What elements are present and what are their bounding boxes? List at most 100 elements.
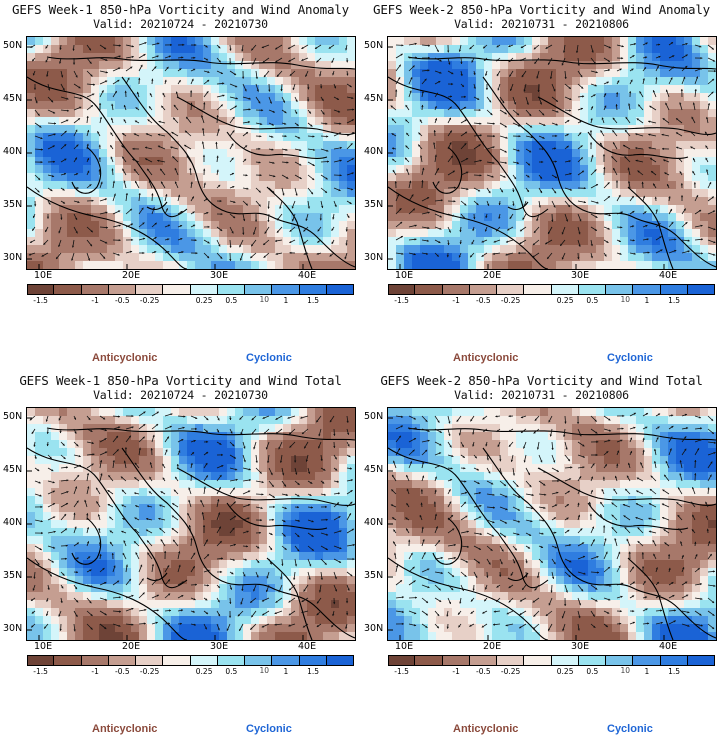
cyclonic-label: Cyclonic [246,723,292,735]
colorbar-tick-label: -0.5 [476,667,491,676]
cyclonic-label: Cyclonic [246,352,292,364]
colorbar-tick-label: -1 [452,296,460,305]
colorbar-scale-note: 10 [620,295,631,304]
panel-week1-total: GEFS Week-1 850-hPa Vorticity and Wind T… [0,371,361,742]
vorticity-map [26,407,356,641]
panel-title: GEFS Week-1 850-hPa Vorticity and Wind T… [19,373,342,388]
colorbar [388,655,715,666]
colorbar-swatch [108,284,136,295]
colorbar-swatch [442,284,470,295]
colorbar-swatch [136,655,164,666]
colorbar-swatch [217,655,245,666]
colorbar-swatch [660,655,688,666]
panel-week2-total: GEFS Week-2 850-hPa Vorticity and Wind T… [361,371,722,742]
colorbar-tick-label: -0.25 [500,296,521,305]
longitude-label: 30E [210,641,229,652]
anticyclonic-label: Anticyclonic [92,352,158,364]
colorbar-frame [27,284,354,295]
latitude-label: 40N [364,146,384,157]
colorbar-swatch [660,284,688,295]
latitude-label: 50N [3,40,23,51]
colorbar-swatch [524,655,552,666]
colorbar-scale-note: 10 [259,666,270,675]
colorbar-scale-note: 10 [259,295,270,304]
colorbar-swatch [81,655,109,666]
colorbar-tick-label: -1 [452,667,460,676]
colorbar-tick-label: 1.5 [307,296,320,305]
vorticity-map [387,407,717,641]
colorbar-swatch [578,655,606,666]
longitude-label: 40E [659,641,678,652]
colorbar-swatch [606,655,634,666]
colorbar-tick-label: 1.5 [307,667,320,676]
colorbar-swatch [190,284,218,295]
colorbar-tick-label: 1.5 [668,667,681,676]
colorbar-tick-label: 1 [644,296,650,305]
colorbar-tick-label: -1.5 [394,296,409,305]
longitude-label: 40E [298,270,317,281]
map-graphic [27,37,355,269]
colorbar-swatch [442,655,470,666]
anticyclonic-label: Anticyclonic [453,723,519,735]
colorbar-tick-label: 0.25 [195,296,213,305]
colorbar-swatch [497,655,525,666]
colorbar-scale-note: 10 [620,666,631,675]
longitude-label: 30E [210,270,229,281]
latitude-label: 35N [364,570,384,581]
colorbar [388,284,715,295]
colorbar-tick-label: -1.5 [33,296,48,305]
colorbar-swatch [272,655,300,666]
colorbar-tick-label: -1 [91,296,99,305]
longitude-label: 40E [659,270,678,281]
map-graphic [388,408,716,640]
anticyclonic-label: Anticyclonic [92,723,158,735]
map-graphic [388,37,716,269]
colorbar-tick-label: 1 [283,296,289,305]
colorbar-swatch [524,284,552,295]
colorbar-swatch [606,284,634,295]
colorbar-swatch [299,655,327,666]
colorbar-swatch [469,284,497,295]
colorbar-swatch [27,284,55,295]
colorbar-swatch [415,284,443,295]
colorbar-swatch [245,655,273,666]
panel-week2-anomaly: GEFS Week-2 850-hPa Vorticity and Wind A… [361,0,722,371]
colorbar-tick-label: -1 [91,667,99,676]
longitude-label: 10E [34,270,53,281]
latitude-label: 35N [3,199,23,210]
latitude-label: 45N [364,464,384,475]
valid-period: Valid: 20210724 - 20210730 [93,17,268,31]
panel-week1-anomaly: GEFS Week-1 850-hPa Vorticity and Wind A… [0,0,361,371]
cyclonic-label: Cyclonic [607,352,653,364]
longitude-label: 30E [571,270,590,281]
latitude-label: 35N [364,199,384,210]
longitude-label: 10E [395,270,414,281]
colorbar-swatch [388,284,416,295]
colorbar-tick-label: 1.5 [668,296,681,305]
longitude-label: 20E [483,270,502,281]
colorbar-tick-label: 0.5 [586,296,599,305]
latitude-label: 45N [3,464,23,475]
map-graphic [27,408,355,640]
colorbar-tick-label: 0.5 [586,667,599,676]
colorbar-swatch [108,655,136,666]
longitude-label: 20E [122,270,141,281]
latitude-label: 30N [364,252,384,263]
latitude-label: 40N [3,146,23,157]
colorbar-swatch [633,655,661,666]
colorbar-tick-label: -1.5 [33,667,48,676]
valid-period: Valid: 20210731 - 20210806 [454,17,629,31]
colorbar-swatch [163,655,191,666]
colorbar-swatch [245,284,273,295]
longitude-label: 20E [483,641,502,652]
longitude-label: 30E [571,641,590,652]
latitude-label: 50N [3,411,23,422]
colorbar-tick-label: -1.5 [394,667,409,676]
colorbar-swatch [272,284,300,295]
longitude-label: 20E [122,641,141,652]
latitude-label: 50N [364,411,384,422]
latitude-label: 40N [364,517,384,528]
colorbar-tick-label: 0.25 [195,667,213,676]
valid-period: Valid: 20210724 - 20210730 [93,388,268,402]
colorbar-swatch [633,284,661,295]
